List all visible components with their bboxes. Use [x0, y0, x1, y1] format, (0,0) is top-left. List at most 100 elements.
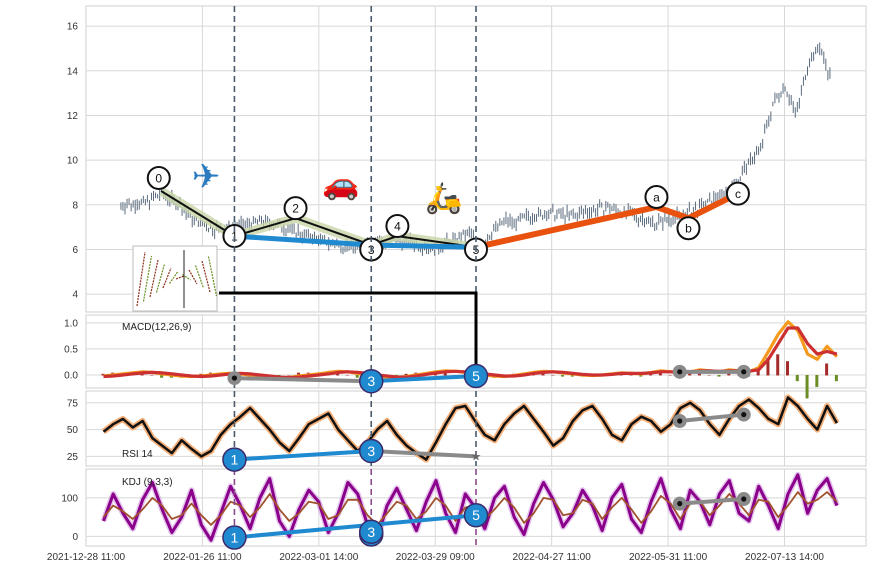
- macd-bar: [345, 374, 349, 376]
- macd-y-tick-label: 0.5: [64, 344, 78, 355]
- kdj-grey-marker-dot: [677, 501, 683, 507]
- macd-label: MACD(12,26,9): [122, 322, 191, 333]
- macd-bar: [541, 372, 545, 376]
- rsi-marker-1: [222, 447, 247, 472]
- wave-marker-label: b: [685, 222, 692, 236]
- macd-bar: [150, 374, 154, 376]
- macd-y-tick-label: 1.0: [64, 318, 78, 329]
- macd-bar: [160, 374, 164, 378]
- scooter-icon: 🛵: [425, 181, 462, 216]
- inset-stroke: [149, 259, 159, 298]
- x-tick-label: 2022-04-27 11:00: [513, 552, 592, 563]
- macd-bar: [297, 372, 301, 376]
- macd-bar: [570, 374, 574, 377]
- car-icon: 🚗: [322, 167, 359, 202]
- kdj-marker-3: [358, 519, 384, 545]
- price-y-tick-label: 16: [67, 22, 79, 33]
- kdj-marker-label: 3: [367, 524, 375, 540]
- inset-stroke: [169, 271, 178, 284]
- inset-stroke: [136, 251, 146, 307]
- macd-grey-link: [234, 376, 372, 384]
- rsi-y-tick-label: 25: [67, 452, 79, 463]
- x-tick-label: 2022-05-31 11:00: [629, 552, 708, 563]
- macd-marker-label: 5: [472, 368, 480, 384]
- macd-bar: [688, 373, 692, 376]
- inset-stroke: [201, 260, 211, 293]
- price-y-tick-label: 6: [72, 245, 78, 256]
- rsi-label: RSI 14: [122, 449, 153, 460]
- macd-bar: [629, 374, 633, 376]
- inset-illustration: [132, 245, 218, 312]
- macd-marker-5: [463, 363, 489, 389]
- macd-bar: [795, 374, 799, 382]
- price-y-tick-label: 12: [67, 111, 79, 122]
- macd-bar: [717, 374, 721, 377]
- wave-marker-label: c: [735, 187, 741, 201]
- wave-marker-label: 0: [155, 171, 162, 185]
- inset-stroke: [175, 275, 185, 280]
- inset-stroke: [142, 255, 153, 302]
- macd-bar: [658, 372, 662, 376]
- wave-marker-2: [283, 196, 308, 221]
- macd-bar: [561, 374, 565, 377]
- rsi-y-tick-label: 75: [67, 398, 79, 409]
- wave-line-orange: [473, 190, 741, 251]
- x-tick-label: 2021-12-28 11:00: [47, 552, 126, 563]
- wave-marker-0: [146, 165, 171, 190]
- price-y-tick-label: 10: [67, 156, 79, 167]
- wave-marker-c: [725, 181, 750, 206]
- connector-line: [219, 291, 478, 368]
- inset-stroke: [188, 269, 198, 285]
- inset-stroke: [155, 263, 166, 293]
- kdj-grey-pair-link: [679, 497, 744, 506]
- wave-marker-label: a: [653, 190, 660, 204]
- macd-grey-marker-dot: [741, 369, 747, 375]
- rsi-grey-link: [371, 449, 477, 459]
- wave-marker-label: 4: [394, 220, 401, 234]
- kdj-grey-marker-dot: [741, 496, 747, 502]
- macd-blue-link: [371, 374, 477, 384]
- macd-bar: [815, 374, 819, 387]
- macd-bar: [101, 373, 105, 376]
- price-panel: 012345abc✈🚗🛵: [120, 6, 831, 312]
- macd-bar: [443, 372, 447, 376]
- macd-bar: [287, 374, 291, 376]
- macd-grey-marker-dot: [231, 375, 238, 381]
- x-tick-label: 2022-03-01 14:00: [279, 552, 358, 563]
- kdj-marker-label: 5: [472, 507, 480, 523]
- rsi-blue-link: [234, 449, 372, 462]
- kdj-marker-label: 1: [231, 530, 239, 546]
- macd-bar: [766, 357, 770, 376]
- kdj-label: KDJ (9,3,3): [122, 477, 173, 488]
- kdj-y-tick-label: 100: [61, 493, 78, 504]
- inset-stroke: [194, 265, 205, 289]
- rsi-y-tick-label: 50: [67, 425, 79, 436]
- macd-y-tick-label: 0.0: [64, 370, 78, 381]
- rsi-marker-3: [358, 438, 384, 464]
- price-y-tick-label: 4: [72, 290, 78, 301]
- inset-frame: [132, 245, 218, 312]
- x-tick-label: 2022-03-29 09:00: [396, 552, 475, 563]
- x-tick-label: 2022-01-26 11:00: [163, 552, 242, 563]
- rsi-grey-marker-dot: [741, 411, 747, 418]
- wave-marker-label: 2: [292, 202, 299, 216]
- macd-grey-marker-dot: [677, 369, 683, 375]
- macd-marker-3: [358, 368, 384, 394]
- macd-bar: [668, 374, 672, 376]
- kdj-marker-5: [463, 502, 489, 528]
- macd-bar: [639, 374, 643, 377]
- macd-bar: [707, 374, 711, 376]
- macd-bar: [786, 361, 789, 376]
- airplane-icon: ✈: [192, 157, 221, 197]
- macd-bar: [727, 372, 731, 376]
- price-y-tick-label: 8: [72, 200, 78, 211]
- rsi-grey-pair-link: [679, 412, 744, 423]
- macd-bar: [649, 373, 653, 376]
- macd-bar: [825, 363, 829, 376]
- inset-stroke: [162, 267, 172, 289]
- macd-bar: [355, 374, 359, 378]
- kdj-y-tick-label: 0: [72, 532, 78, 543]
- macd-bar: [805, 374, 809, 399]
